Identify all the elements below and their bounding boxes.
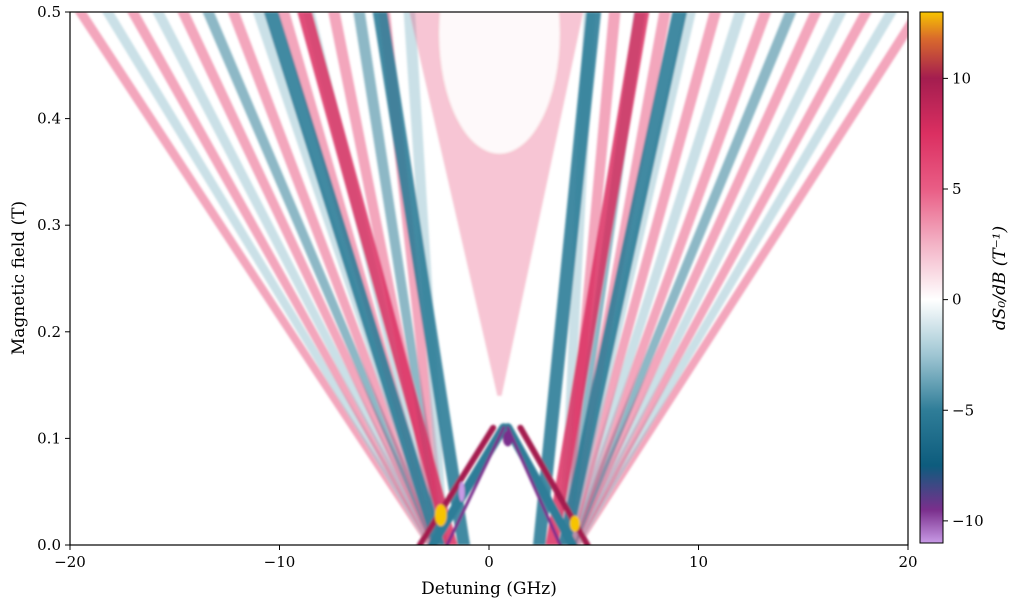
colorbar-label: dS₀/dB (T⁻¹) (990, 226, 1010, 330)
y-tick-label: 0.3 (37, 216, 61, 234)
heatmap-hotspot (569, 515, 580, 532)
x-tick-label: −10 (264, 553, 296, 571)
y-tick-label: 0.0 (37, 536, 61, 554)
y-tick-label: 0.4 (37, 110, 61, 128)
x-tick-label: 0 (484, 553, 494, 571)
heatmap-core-line (445, 426, 506, 545)
heatmap-band (101, 12, 436, 545)
heatmap-core-line (416, 424, 497, 545)
y-axis-label: Magnetic field (T) (9, 201, 29, 355)
y-tick-label: 0.2 (37, 323, 61, 341)
colorbar-tick-label: −5 (952, 401, 974, 419)
heatmap-band (567, 12, 797, 545)
x-tick-label: 20 (898, 553, 917, 571)
colorbar-tick-label: 0 (952, 291, 962, 309)
heatmap-core-line (427, 423, 509, 545)
colorbar-ticks: 10 5 0 −5 −10 (943, 69, 984, 530)
x-tick-label: −20 (54, 553, 86, 571)
heatmap-band (263, 12, 446, 545)
x-axis-label: Detuning (GHz) (421, 579, 557, 599)
heatmap-band (353, 12, 447, 545)
heatmap-band (127, 12, 437, 545)
heatmap-band (569, 12, 847, 545)
heatmap-band (74, 12, 435, 545)
x-tick-label: 10 (689, 553, 708, 571)
heatmap-band (572, 19, 908, 545)
colorbar-tick-label: 10 (952, 69, 971, 87)
heatmap-coldspot (458, 481, 465, 502)
colorbar-tick-label: −10 (952, 512, 984, 530)
heatmap-band (568, 12, 822, 545)
heatmap-hotspot (434, 504, 447, 527)
heatmap-band (297, 12, 458, 545)
heatmap-image (74, 12, 908, 545)
heatmap-band (177, 12, 439, 545)
heatmap-band (566, 12, 772, 545)
y-tick-label: 0.1 (37, 429, 61, 447)
heatmap-central-clear (439, 12, 560, 154)
heatmap-band (227, 12, 441, 545)
heatmap-band (571, 12, 898, 545)
heatmap-band (372, 12, 471, 545)
heatmap-band (564, 12, 722, 545)
heatmap-band (532, 12, 602, 545)
heatmap-band (558, 12, 687, 545)
heatmap-core-line (503, 423, 578, 545)
x-axis-ticks: −20 −10 0 10 20 (54, 545, 918, 571)
heatmap-band (565, 12, 747, 545)
y-tick-label: 0.5 (37, 3, 61, 21)
heatmap-core-line (506, 426, 562, 545)
heatmap-band (570, 12, 872, 545)
y-axis-ticks: 0.0 0.1 0.2 0.3 0.4 0.5 (37, 3, 70, 554)
colorbar (919, 11, 944, 544)
heatmap-band (202, 12, 440, 545)
heatmap-coldspot (502, 430, 513, 447)
heatmap-band (152, 12, 438, 545)
heatmap-band (545, 12, 650, 545)
colorbar-tick-label: 5 (952, 180, 962, 198)
